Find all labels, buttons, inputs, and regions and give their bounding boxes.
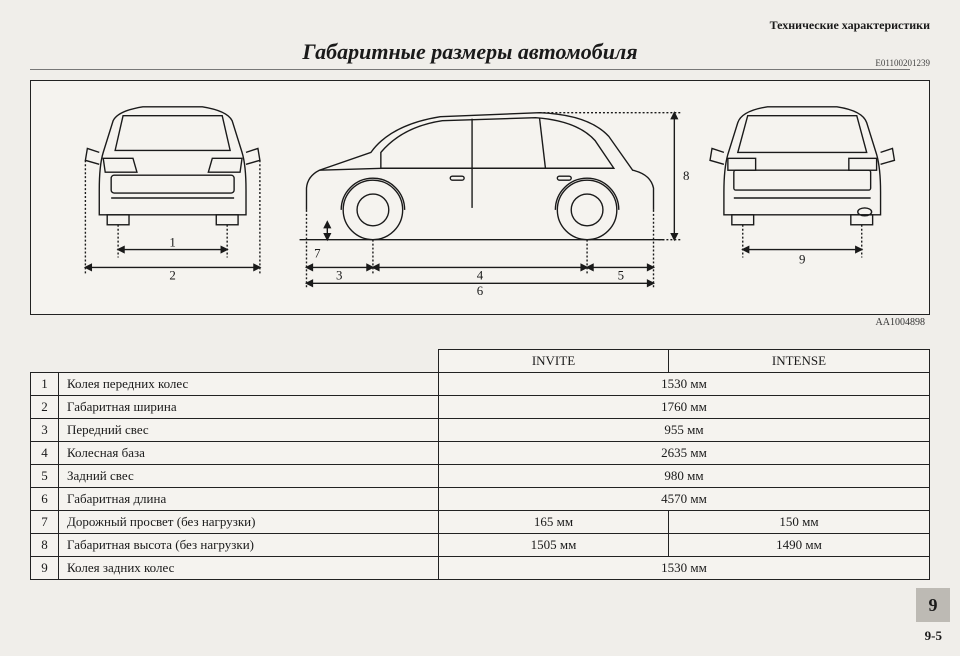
row-label: Колесная база bbox=[59, 442, 439, 465]
page-title: Габаритные размеры автомобиля bbox=[30, 39, 910, 70]
table-row: 4Колесная база2635 мм bbox=[31, 442, 930, 465]
row-number: 1 bbox=[31, 373, 59, 396]
row-value: 1760 мм bbox=[439, 396, 930, 419]
table-row: 2Габаритная ширина1760 мм bbox=[31, 396, 930, 419]
chapter-tab: 9 bbox=[916, 588, 950, 622]
row-label: Дорожный просвет (без нагрузки) bbox=[59, 511, 439, 534]
dim-label-4: 4 bbox=[477, 268, 484, 282]
row-number: 9 bbox=[31, 557, 59, 580]
dim-label-5: 5 bbox=[618, 268, 624, 282]
row-label: Габаритная ширина bbox=[59, 396, 439, 419]
row-number: 2 bbox=[31, 396, 59, 419]
row-label: Габаритная длина bbox=[59, 488, 439, 511]
document-code: E01100201239 bbox=[875, 58, 930, 68]
row-number: 7 bbox=[31, 511, 59, 534]
row-value: 980 мм bbox=[439, 465, 930, 488]
row-value: 1530 мм bbox=[439, 373, 930, 396]
row-value: 2635 мм bbox=[439, 442, 930, 465]
row-number: 6 bbox=[31, 488, 59, 511]
dim-label-8: 8 bbox=[683, 169, 689, 183]
row-label: Передний свес bbox=[59, 419, 439, 442]
car-rear-view bbox=[710, 107, 894, 258]
table-row: 3Передний свес955 мм bbox=[31, 419, 930, 442]
section-header: Технические характеристики bbox=[30, 18, 930, 33]
dim-label-2: 2 bbox=[169, 268, 175, 282]
table-row: 5Задний свес980 мм bbox=[31, 465, 930, 488]
row-label: Колея задних колес bbox=[59, 557, 439, 580]
table-row: 7Дорожный просвет (без нагрузки)165 мм15… bbox=[31, 511, 930, 534]
row-number: 8 bbox=[31, 534, 59, 557]
car-views-svg: 1 2 3 4 5 6 7 8 9 bbox=[31, 81, 929, 314]
row-number: 4 bbox=[31, 442, 59, 465]
row-value-invite: 1505 мм bbox=[439, 534, 669, 557]
table-row: 9Колея задних колес1530 мм bbox=[31, 557, 930, 580]
table-row: 8Габаритная высота (без нагрузки)1505 мм… bbox=[31, 534, 930, 557]
diagram-reference-code: AA1004898 bbox=[876, 317, 925, 328]
row-value-invite: 165 мм bbox=[439, 511, 669, 534]
title-row: Габаритные размеры автомобиля E011002012… bbox=[30, 39, 930, 70]
table-row: 6Габаритная длина4570 мм bbox=[31, 488, 930, 511]
table-header-row: INVITE INTENSE bbox=[31, 350, 930, 373]
row-label: Габаритная высота (без нагрузки) bbox=[59, 534, 439, 557]
row-value-intense: 150 мм bbox=[668, 511, 929, 534]
dimensions-table: INVITE INTENSE 1Колея передних колес1530… bbox=[30, 349, 930, 580]
table-row: 1Колея передних колес1530 мм bbox=[31, 373, 930, 396]
row-value: 1530 мм bbox=[439, 557, 930, 580]
row-number: 5 bbox=[31, 465, 59, 488]
row-value: 4570 мм bbox=[439, 488, 930, 511]
row-label: Задний свес bbox=[59, 465, 439, 488]
col-header-intense: INTENSE bbox=[668, 350, 929, 373]
vehicle-dimensions-diagram: 1 2 3 4 5 6 7 8 9 AA1004898 bbox=[30, 80, 930, 315]
car-side-view bbox=[300, 113, 683, 289]
dim-label-6: 6 bbox=[477, 284, 484, 298]
dim-label-7: 7 bbox=[314, 246, 321, 260]
dim-label-9: 9 bbox=[799, 252, 805, 266]
page-number: 9-5 bbox=[925, 628, 942, 644]
row-label: Колея передних колес bbox=[59, 373, 439, 396]
dim-label-1: 1 bbox=[169, 236, 175, 250]
row-value: 955 мм bbox=[439, 419, 930, 442]
dim-label-3: 3 bbox=[336, 268, 342, 282]
row-value-intense: 1490 мм bbox=[668, 534, 929, 557]
col-header-invite: INVITE bbox=[439, 350, 669, 373]
row-number: 3 bbox=[31, 419, 59, 442]
